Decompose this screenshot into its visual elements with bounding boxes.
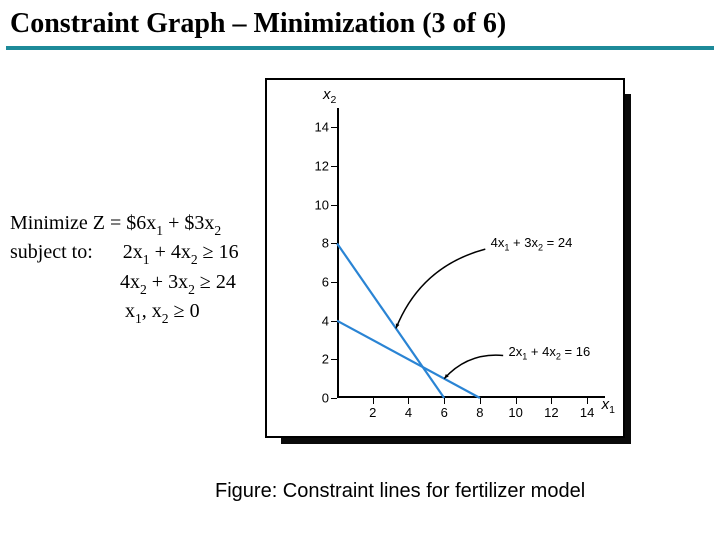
y-tick-label: 4 bbox=[307, 313, 329, 328]
plus-1: + bbox=[163, 212, 184, 234]
obj-c2: $3 bbox=[184, 212, 204, 234]
obj-prefix: Minimize Z = bbox=[10, 212, 126, 234]
y-tick-label: 0 bbox=[307, 391, 329, 406]
annot-a-arrowhead bbox=[396, 323, 400, 328]
c2-b: 3 bbox=[168, 271, 178, 293]
plus-3: + bbox=[147, 271, 168, 293]
y-tick bbox=[331, 127, 337, 128]
y-tick-label: 8 bbox=[307, 236, 329, 251]
x-tick bbox=[444, 398, 445, 404]
y-tick bbox=[331, 321, 337, 322]
gte-3: ≥ bbox=[174, 300, 185, 322]
content-area: Minimize Z = $6x1 + $3x2 subject to: 2x1… bbox=[0, 50, 720, 490]
x-tick bbox=[516, 398, 517, 404]
x-tick-label: 2 bbox=[369, 405, 376, 420]
y-tick-label: 14 bbox=[307, 120, 329, 135]
slide-title: Constraint Graph – Minimization (3 of 6) bbox=[0, 0, 720, 46]
nonneg-rhs: 0 bbox=[190, 300, 200, 322]
y-tick bbox=[331, 205, 337, 206]
constraint-2-row: 4x2 + 3x2 ≥ 24 bbox=[10, 269, 239, 298]
x-tick-label: 6 bbox=[441, 405, 448, 420]
x-axis-label: x1 bbox=[602, 396, 615, 416]
obj-c1: $6 bbox=[126, 212, 146, 234]
annot-a-arrow bbox=[396, 249, 485, 328]
x-tick bbox=[408, 398, 409, 404]
plot-area: 2468101214024681012144x1 + 3x2 = 242x1 +… bbox=[337, 108, 605, 398]
annot-b-label: 2x1 + 4x2 = 16 bbox=[509, 344, 591, 362]
x-tick-label: 12 bbox=[544, 405, 558, 420]
x-tick-label: 4 bbox=[405, 405, 412, 420]
y-tick bbox=[331, 359, 337, 360]
constraint-1-row: subject to: 2x1 + 4x2 ≥ 16 bbox=[10, 239, 239, 268]
y-tick bbox=[331, 398, 337, 399]
annot-b-arrow bbox=[444, 355, 503, 379]
constraint-chart: x2 x1 2468101214024681012144x1 + 3x2 = 2… bbox=[265, 78, 645, 458]
gte-2: ≥ bbox=[200, 271, 211, 293]
y-axis-label: x2 bbox=[323, 86, 336, 106]
x-tick bbox=[587, 398, 588, 404]
c1-b: 4 bbox=[171, 241, 181, 263]
objective-row: Minimize Z = $6x1 + $3x2 bbox=[10, 210, 239, 239]
x-tick bbox=[480, 398, 481, 404]
c2-rhs: 24 bbox=[216, 271, 236, 293]
figure-caption: Figure: Constraint lines for fertilizer … bbox=[215, 480, 585, 503]
x-tick bbox=[373, 398, 374, 404]
gte-1: ≥ bbox=[203, 241, 214, 263]
x-tick-label: 14 bbox=[580, 405, 594, 420]
y-tick-label: 10 bbox=[307, 197, 329, 212]
c1-rhs: 16 bbox=[219, 241, 239, 263]
plus-2: + bbox=[150, 241, 171, 263]
lp-formulation: Minimize Z = $6x1 + $3x2 subject to: 2x1… bbox=[10, 210, 239, 327]
subject-to-label: subject to: bbox=[10, 241, 93, 263]
x-tick bbox=[551, 398, 552, 404]
c2-a: 4 bbox=[120, 271, 130, 293]
y-tick-label: 2 bbox=[307, 352, 329, 367]
y-tick-label: 12 bbox=[307, 159, 329, 174]
x-tick-label: 8 bbox=[476, 405, 483, 420]
nonneg-row: x1, x2 ≥ 0 bbox=[10, 298, 239, 327]
y-tick bbox=[331, 166, 337, 167]
y-tick-label: 6 bbox=[307, 275, 329, 290]
chart-surface: x2 x1 2468101214024681012144x1 + 3x2 = 2… bbox=[265, 78, 625, 438]
y-tick bbox=[331, 243, 337, 244]
x-tick-label: 10 bbox=[508, 405, 522, 420]
y-tick bbox=[331, 282, 337, 283]
annot-a-label: 4x1 + 3x2 = 24 bbox=[491, 235, 573, 253]
c1-a: 2 bbox=[123, 241, 133, 263]
